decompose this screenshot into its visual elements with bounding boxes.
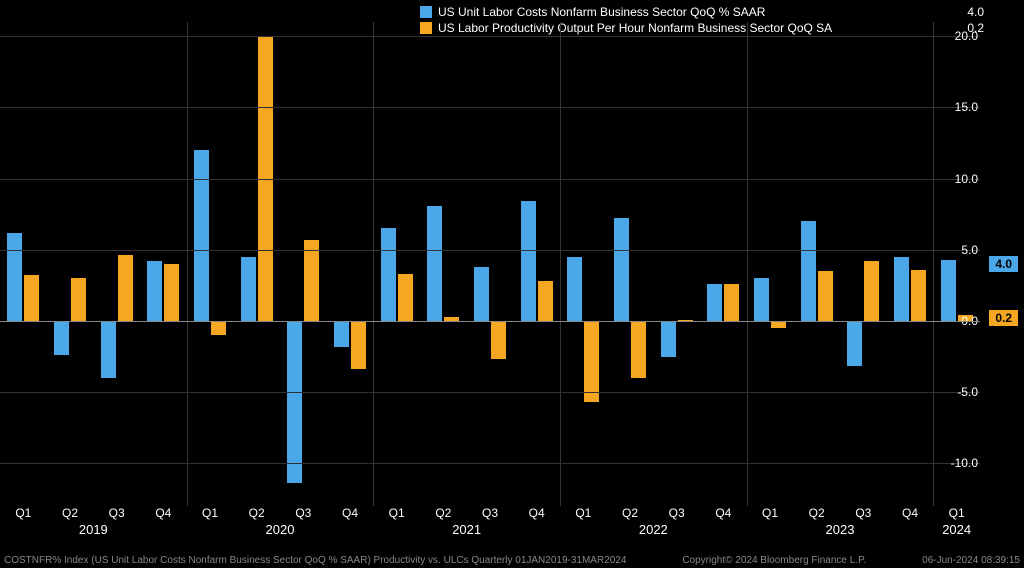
legend-value-1: 4.0	[956, 5, 984, 19]
bar	[521, 201, 536, 321]
ytick-label: 10.0	[940, 172, 978, 186]
bars-layer	[0, 22, 980, 506]
xtick-quarter: Q3	[295, 506, 311, 520]
bar	[847, 321, 862, 367]
chart-footer: COSTNFR% Index (US Unit Labor Costs Nonf…	[4, 555, 1020, 566]
gridline	[0, 107, 980, 108]
bar	[584, 321, 599, 402]
bar	[771, 321, 786, 328]
bar	[334, 321, 349, 347]
bar	[491, 321, 506, 359]
year-separator	[747, 22, 748, 506]
xtick-quarter: Q3	[109, 506, 125, 520]
xtick-quarter: Q4	[902, 506, 918, 520]
bar	[241, 257, 256, 321]
xtick-year: 2024	[942, 522, 971, 537]
xtick-quarter: Q4	[155, 506, 171, 520]
xtick-year: 2022	[639, 522, 668, 537]
x-axis: Q1 Q2 Q3 Q4 Q1 Q2 Q3 Q4 Q1 Q2 Q3 Q4 Q1 Q2 Q3 Q4 Q1 Q2 Q3 Q4…	[0, 506, 980, 542]
bar	[801, 221, 816, 321]
xtick-quarter: Q2	[622, 506, 638, 520]
bar	[351, 321, 366, 369]
ytick-label: 15.0	[940, 100, 978, 114]
bar	[287, 321, 302, 483]
xtick-quarter: Q4	[529, 506, 545, 520]
bar	[118, 255, 133, 320]
latest-value-pointer: 4.0	[989, 256, 1018, 272]
bar	[754, 278, 769, 321]
gridline	[0, 463, 980, 464]
bar	[147, 261, 162, 321]
xtick-quarter: Q4	[715, 506, 731, 520]
bar	[101, 321, 116, 378]
xtick-year: 2019	[79, 522, 108, 537]
bar	[164, 264, 179, 321]
ytick-label: -10.0	[940, 456, 978, 470]
xtick-quarter: Q2	[249, 506, 265, 520]
year-separator	[933, 22, 934, 506]
bar	[194, 150, 209, 321]
xtick-quarter: Q2	[809, 506, 825, 520]
xtick-quarter: Q1	[575, 506, 591, 520]
legend-row-1: US Unit Labor Costs Nonfarm Business Sec…	[420, 4, 984, 20]
xtick-quarter: Q1	[949, 506, 965, 520]
bar	[567, 257, 582, 321]
bar	[864, 261, 879, 321]
bar	[398, 274, 413, 321]
legend-label-1: US Unit Labor Costs Nonfarm Business Sec…	[438, 5, 950, 19]
bar	[631, 321, 646, 378]
bar	[211, 321, 226, 335]
bar	[911, 270, 926, 321]
bar	[474, 267, 489, 321]
bar	[7, 233, 22, 321]
bar	[818, 271, 833, 321]
bar	[71, 278, 86, 321]
bar	[941, 260, 956, 321]
ytick-label: 20.0	[940, 29, 978, 43]
bar	[427, 206, 442, 321]
xtick-year: 2023	[826, 522, 855, 537]
xtick-quarter: Q1	[389, 506, 405, 520]
year-separator	[373, 22, 374, 506]
bar	[661, 321, 676, 357]
bar	[304, 240, 319, 321]
gridline	[0, 179, 980, 180]
bar	[54, 321, 69, 355]
xtick-quarter: Q3	[482, 506, 498, 520]
xtick-quarter: Q2	[435, 506, 451, 520]
xtick-year: 2021	[452, 522, 481, 537]
plot-area: -10.0-5.00.05.010.015.020.04.00.2	[0, 22, 980, 506]
bar	[381, 228, 396, 321]
latest-value-pointer: 0.2	[989, 310, 1018, 326]
year-separator	[560, 22, 561, 506]
legend-swatch-1	[420, 6, 432, 18]
xtick-quarter: Q1	[762, 506, 778, 520]
xtick-quarter: Q1	[202, 506, 218, 520]
xtick-quarter: Q3	[855, 506, 871, 520]
bar	[724, 284, 739, 321]
ytick-label: 5.0	[940, 243, 978, 257]
chart-container: US Unit Labor Costs Nonfarm Business Sec…	[0, 0, 1024, 568]
bar	[614, 218, 629, 320]
bar	[894, 257, 909, 321]
ytick-label: -5.0	[940, 385, 978, 399]
xtick-quarter: Q3	[669, 506, 685, 520]
zero-line	[0, 321, 980, 322]
gridline	[0, 392, 980, 393]
xtick-quarter: Q1	[15, 506, 31, 520]
xtick-quarter: Q2	[62, 506, 78, 520]
year-separator	[187, 22, 188, 506]
xtick-year: 2020	[266, 522, 295, 537]
footer-left: COSTNFR% Index (US Unit Labor Costs Nonf…	[4, 555, 626, 566]
xtick-quarter: Q4	[342, 506, 358, 520]
bar	[538, 281, 553, 321]
bar	[24, 275, 39, 321]
gridline	[0, 36, 980, 37]
bar	[707, 284, 722, 321]
footer-right: 06-Jun-2024 08:39:15	[922, 555, 1020, 566]
footer-center: Copyright© 2024 Bloomberg Finance L.P.	[682, 555, 866, 566]
gridline	[0, 250, 980, 251]
